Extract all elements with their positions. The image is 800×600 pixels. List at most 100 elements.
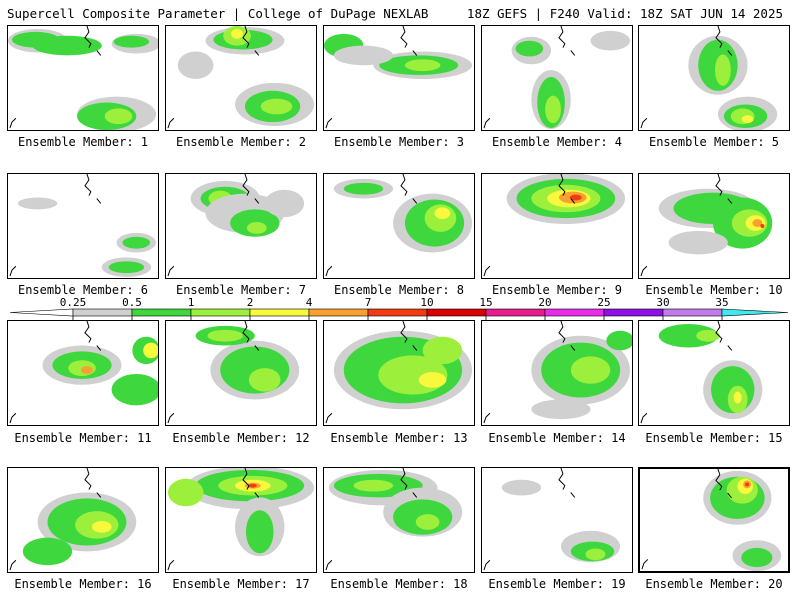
- coastline-outline: [325, 559, 333, 571]
- legend-color-bin: [308, 308, 369, 317]
- scp-contour-region: [260, 98, 293, 115]
- member-label: Ensemble Member: 8: [333, 283, 465, 297]
- member-label: Ensemble Member: 16: [14, 577, 152, 591]
- coastline-outline: [96, 345, 102, 351]
- scp-contour-region: [418, 372, 447, 388]
- ensemble-member-panel[interactable]: [481, 173, 633, 279]
- ensemble-member-panel[interactable]: [165, 320, 317, 426]
- scp-contour-region: [353, 479, 394, 492]
- scp-contour-region: [760, 224, 765, 228]
- ensemble-member-panel[interactable]: [7, 320, 159, 426]
- member-label: Ensemble Member: 14: [488, 431, 626, 445]
- scp-contour-region: [585, 548, 606, 561]
- scp-contour-region: [207, 329, 243, 342]
- coastline-outline: [96, 198, 102, 204]
- scp-field-map: [9, 321, 158, 424]
- scp-field-map: [9, 174, 157, 278]
- ensemble-member-panel[interactable]: [638, 467, 790, 573]
- ensemble-member-panel[interactable]: [481, 25, 633, 131]
- coastline-outline: [325, 412, 333, 424]
- ensemble-member-panel[interactable]: [165, 467, 317, 573]
- scp-contour-region: [741, 115, 754, 124]
- coastline-outline: [242, 174, 250, 196]
- scp-contour-region: [248, 368, 281, 392]
- coastline-outline: [167, 265, 175, 277]
- coastline-outline: [9, 265, 17, 277]
- ensemble-member-panel[interactable]: [323, 467, 475, 573]
- scp-contour-region: [733, 391, 742, 404]
- coastline-outline: [167, 412, 175, 424]
- scp-contour-region: [515, 40, 544, 57]
- ensemble-member-panel[interactable]: [7, 25, 159, 131]
- scp-contour-region: [17, 197, 58, 210]
- ensemble-member-panel[interactable]: [481, 467, 633, 573]
- scp-contour-region: [231, 28, 243, 39]
- coastline-outline: [570, 50, 576, 56]
- scp-contour-region: [590, 30, 631, 51]
- legend-tick-label: 10: [420, 296, 434, 309]
- ensemble-member-panel[interactable]: [481, 320, 633, 426]
- coastline-outline: [400, 26, 408, 48]
- member-label: Ensemble Member: 20: [645, 577, 783, 591]
- scp-contour-region: [741, 547, 773, 568]
- scp-contour-region: [108, 261, 145, 274]
- ensemble-member-panel[interactable]: [638, 320, 790, 426]
- coastline-outline: [727, 492, 732, 499]
- ensemble-member-panel[interactable]: [638, 173, 790, 279]
- scp-contour-region: [143, 342, 158, 359]
- legend-color-bin: [367, 308, 428, 317]
- ensemble-member-panel[interactable]: [165, 25, 317, 131]
- legend-min-arrow: [10, 308, 74, 317]
- coastline-outline: [84, 26, 92, 48]
- scp-contour-region: [434, 207, 451, 220]
- ensemble-member-panel[interactable]: [165, 173, 317, 279]
- coastline-outline: [715, 26, 723, 48]
- coastline-outline: [167, 117, 175, 129]
- member-label: Ensemble Member: 15: [645, 431, 783, 445]
- member-label: Ensemble Member: 12: [172, 431, 310, 445]
- scp-contour-region: [91, 520, 112, 533]
- coastline-outline: [412, 50, 418, 56]
- scp-field-map: [325, 321, 473, 424]
- scp-contour-region: [745, 482, 750, 487]
- legend-tick-label: 7: [364, 296, 372, 309]
- scp-contour-region: [714, 54, 731, 86]
- coastline-outline: [84, 321, 92, 343]
- member-label: Ensemble Member: 10: [645, 283, 783, 297]
- scp-contour-region: [404, 59, 441, 72]
- coastline-outline: [325, 265, 333, 277]
- legend-color-bin: [72, 308, 133, 317]
- scp-contour-region: [752, 219, 763, 227]
- coastline-outline: [9, 117, 17, 129]
- coastline-outline: [640, 117, 648, 129]
- coastline-outline: [715, 174, 723, 196]
- ensemble-member-panel[interactable]: [7, 173, 159, 279]
- coastline-outline: [558, 26, 566, 48]
- coastline-outline: [570, 198, 576, 204]
- coastline-outline: [558, 468, 566, 490]
- scp-field-map: [483, 321, 632, 424]
- ensemble-member-panel[interactable]: [323, 25, 475, 131]
- ensemble-member-panel[interactable]: [323, 320, 475, 426]
- scp-contour-region: [570, 356, 611, 384]
- legend-tick-label: 35: [715, 296, 729, 309]
- scp-contour-region: [122, 236, 151, 249]
- coastline-outline: [727, 345, 733, 351]
- member-label: Ensemble Member: 5: [648, 135, 780, 149]
- scp-field-map: [640, 321, 763, 424]
- legend-color-bin: [249, 308, 310, 317]
- legend-tick-label: 20: [538, 296, 552, 309]
- ensemble-member-panel[interactable]: [638, 25, 790, 131]
- coastline-outline: [570, 492, 576, 498]
- coastline-outline: [242, 321, 250, 343]
- ensemble-member-panel[interactable]: [323, 173, 475, 279]
- coastline-outline: [96, 50, 102, 56]
- scp-contour-region: [111, 373, 158, 406]
- ensemble-member-panel[interactable]: [7, 467, 159, 573]
- legend-color-bin: [131, 308, 192, 317]
- scp-contour-region: [668, 230, 728, 255]
- scp-contour-region: [104, 108, 133, 125]
- member-label: Ensemble Member: 17: [172, 577, 310, 591]
- coastline-outline: [483, 412, 491, 424]
- legend-color-bin: [485, 308, 546, 317]
